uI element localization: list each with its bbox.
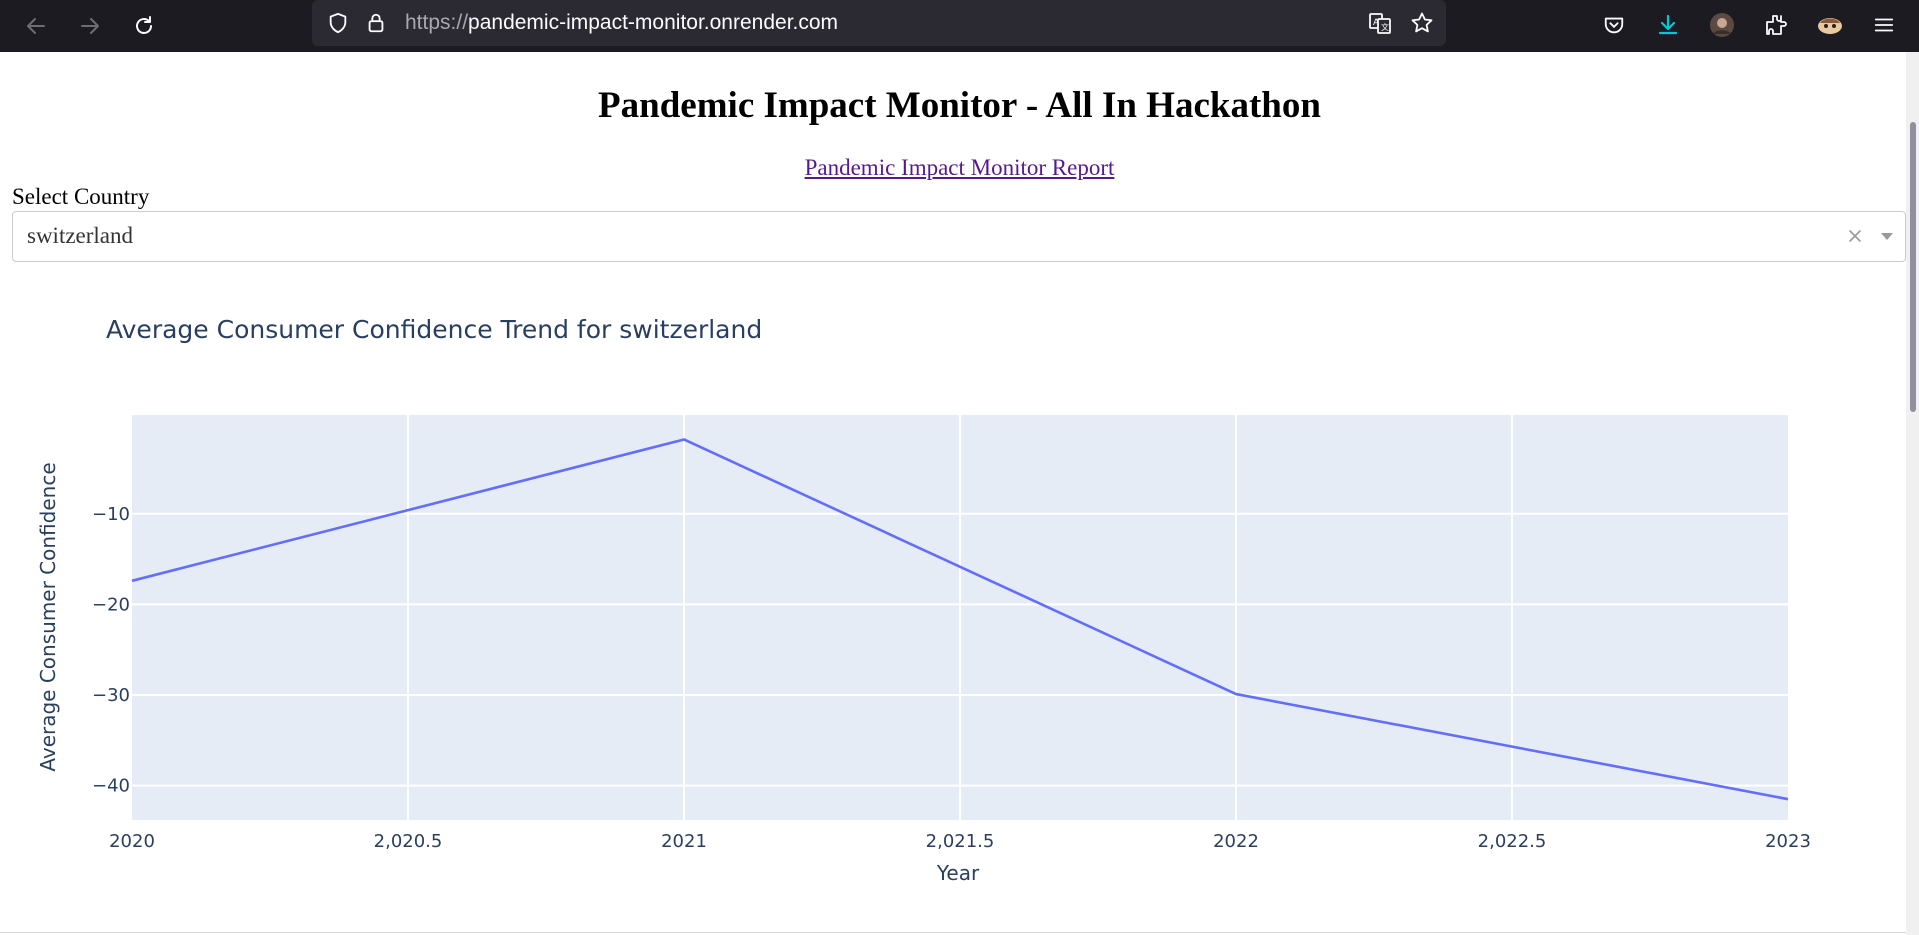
data-point[interactable]	[1233, 691, 1239, 697]
avatar[interactable]	[1706, 9, 1738, 41]
extensions-icon[interactable]	[1760, 9, 1792, 41]
x-tick-label: 2,021.5	[926, 831, 995, 852]
data-point[interactable]	[1785, 796, 1791, 802]
select-country-label: Select Country	[12, 184, 150, 209]
y-axis-ticks: −10 −20 −30 −40	[92, 504, 130, 797]
reload-icon[interactable]	[126, 8, 162, 44]
svg-text:A: A	[1373, 18, 1380, 28]
x-axis-ticks: 2020 2,020.5 2021 2,021.5 2022 2,022.5 2023	[109, 831, 1811, 852]
y-tick-label: −30	[92, 685, 130, 706]
x-tick-label: 2021	[661, 831, 707, 852]
lock-icon[interactable]	[360, 7, 392, 39]
data-point[interactable]	[129, 578, 135, 584]
x-axis-label: Year	[936, 861, 980, 885]
page-content: Pandemic Impact Monitor - All In Hackath…	[0, 52, 1906, 935]
series-line[interactable]	[131, 438, 1789, 801]
y-axis-label: Average Consumer Confidence	[36, 462, 60, 771]
report-link-container: Pandemic Impact Monitor Report	[0, 155, 1919, 181]
report-link[interactable]: Pandemic Impact Monitor Report	[804, 155, 1115, 180]
url-scheme: https://	[405, 11, 469, 34]
chart-title: Average Consumer Confidence Trend for sw…	[106, 315, 762, 344]
series-group	[129, 436, 1791, 802]
star-icon[interactable]	[1406, 7, 1438, 39]
scrollbar-thumb[interactable]	[1910, 122, 1916, 412]
chevron-down-icon[interactable]	[1875, 224, 1899, 248]
page-scrollbar[interactable]	[1906, 52, 1919, 935]
shield-icon[interactable]	[322, 7, 354, 39]
x-tick-label: 2022	[1213, 831, 1259, 852]
x-tick-label: 2,020.5	[374, 831, 443, 852]
forward-icon[interactable]	[72, 8, 108, 44]
country-dropdown[interactable]: switzerland	[12, 211, 1906, 262]
svg-text:文: 文	[1381, 22, 1389, 32]
back-icon[interactable]	[18, 8, 54, 44]
consumer-confidence-chart: Average Consumer Confidence Trend for sw…	[36, 315, 1811, 885]
data-point[interactable]	[681, 436, 687, 442]
y-tick-label: −20	[92, 594, 130, 615]
menu-icon[interactable]	[1868, 9, 1900, 41]
clear-icon[interactable]	[1843, 224, 1867, 248]
y-tick-label: −10	[92, 504, 130, 525]
gridlines	[132, 415, 1788, 820]
x-tick-label: 2020	[109, 831, 155, 852]
dropdown-selected-value: switzerland	[27, 223, 134, 248]
pocket-icon[interactable]	[1598, 9, 1630, 41]
extension-badge-icon[interactable]	[1814, 9, 1846, 41]
url-host: pandemic-impact-monitor.onrender.com	[468, 11, 839, 34]
x-tick-label: 2023	[1765, 831, 1811, 852]
y-tick-label: −40	[92, 776, 130, 797]
browser-toolbar: https://pandemic-impact-monitor.onrender…	[0, 0, 1919, 52]
url-text[interactable]: https://pandemic-impact-monitor.onrender…	[405, 11, 838, 35]
page-title: Pandemic Impact Monitor - All In Hackath…	[598, 85, 1321, 126]
page-divider	[0, 932, 1906, 933]
download-icon[interactable]	[1652, 9, 1684, 41]
x-tick-label: 2,022.5	[1478, 831, 1547, 852]
url-bar[interactable]: https://pandemic-impact-monitor.onrender…	[312, 0, 1446, 46]
